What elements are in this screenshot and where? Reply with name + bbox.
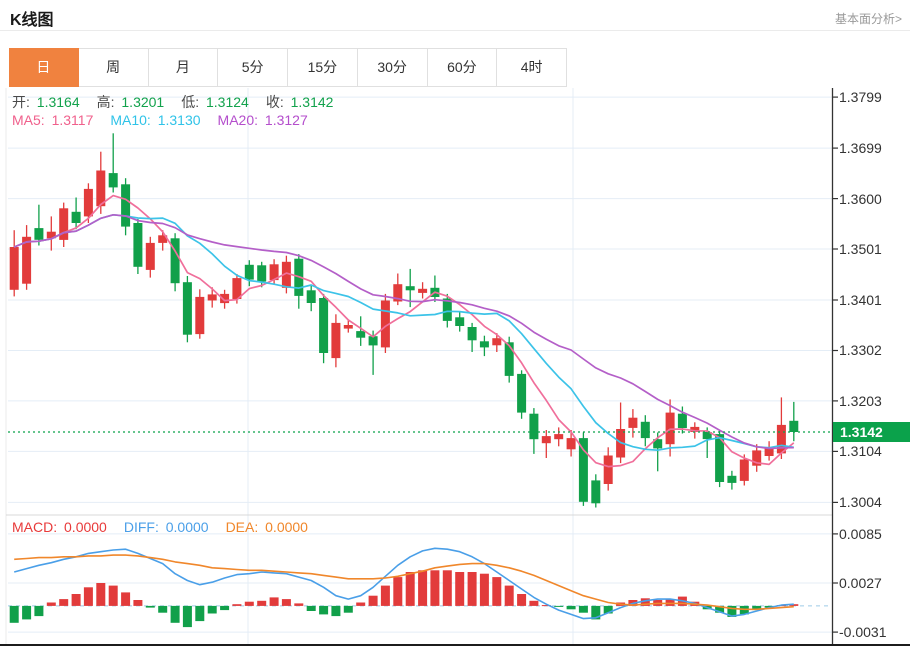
price-axis-label: 1.3104	[839, 443, 882, 460]
legend-ohlc-open: 开: 1.3164	[12, 94, 80, 110]
legend-ma-ma20: MA20: 1.3127	[217, 112, 308, 128]
kline-ohlc-legend: 开: 1.3164 高: 1.3201 低: 1.3124 收: 1.3142	[12, 92, 350, 112]
dea-line	[14, 554, 794, 611]
macd-axis-label: 0.0085	[839, 525, 882, 542]
price-axis	[831, 88, 838, 644]
price-axis-label: 1.3302	[839, 342, 882, 359]
price-axis-label: 1.3600	[839, 190, 882, 207]
page-title: K线图	[10, 12, 54, 29]
tab-30min[interactable]: 30分	[357, 49, 428, 86]
tab-day[interactable]: 日	[9, 48, 79, 87]
current-price-tag: 1.3142	[833, 422, 910, 442]
ma20-line	[13, 213, 794, 450]
header-divider	[0, 30, 910, 31]
ma5-line	[13, 194, 795, 468]
tab-week[interactable]: 周	[78, 49, 149, 86]
legend-ma-ma5: MA5: 1.3117	[12, 112, 94, 128]
legend-macd-macd: MACD: 0.0000	[12, 519, 107, 535]
macd-legend: MACD: 0.0000 DIFF: 0.0000 DEA: 0.0000	[12, 519, 325, 535]
legend-ohlc-low: 低: 1.3124	[181, 94, 249, 110]
legend-ohlc-high: 高: 1.3201	[96, 94, 165, 110]
price-axis-label: 1.3401	[839, 292, 882, 308]
ma10-line	[13, 213, 794, 452]
legend-macd-dea: DEA: 0.0000	[225, 519, 308, 535]
timeframe-tabs: 日周月 5分 15分 30分 60分 4时	[9, 48, 567, 87]
tab-month[interactable]: 月	[148, 49, 219, 86]
grid	[5, 88, 832, 644]
legend-macd-diff: DIFF: 0.0000	[123, 519, 209, 535]
price-axis-label: 1.3799	[839, 89, 882, 106]
tab-15min[interactable]: 15分	[288, 49, 358, 86]
tab-5min[interactable]: 5分	[218, 49, 288, 86]
price-axis-label: 1.3699	[839, 140, 882, 157]
bottom-divider	[0, 644, 910, 646]
fundamental-analysis-link[interactable]: 基本面分析>	[834, 12, 902, 26]
macd-axis-label: -0.0031	[839, 624, 887, 641]
tab-4hour[interactable]: 4时	[497, 49, 566, 86]
macd-axis-label: 0.0027	[839, 575, 882, 592]
macd-histogram	[9, 570, 799, 628]
price-axis-label: 1.3203	[839, 392, 882, 409]
kline-ma-legend: MA5: 1.3117 MA10: 1.3130 MA20: 1.3127	[12, 112, 325, 128]
price-axis-label: 1.3004	[839, 494, 882, 511]
legend-ohlc-close: 收: 1.3142	[265, 94, 334, 110]
legend-ma-ma10: MA10: 1.3130	[110, 112, 201, 128]
tab-60min[interactable]: 60分	[427, 49, 498, 86]
price-axis-label: 1.3501	[839, 241, 882, 258]
